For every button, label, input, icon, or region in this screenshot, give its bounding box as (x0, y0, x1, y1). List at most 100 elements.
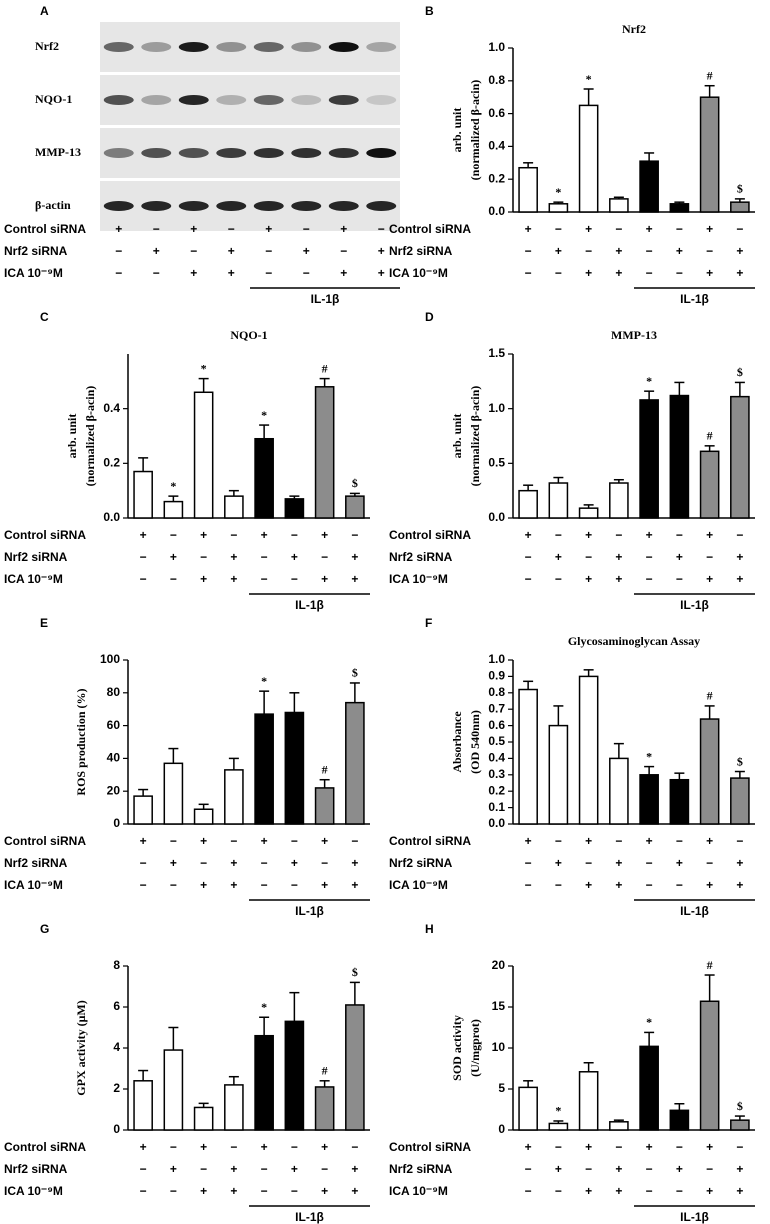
condition-label: Nrf2 siRNA (4, 856, 68, 870)
significance-marker: # (322, 361, 328, 375)
significance-marker: # (707, 958, 713, 972)
group-label: IL-1β (680, 904, 709, 918)
y-tick-label: 0.2 (103, 456, 120, 470)
y-tick-label: 0.7 (488, 701, 505, 715)
condition-sign: − (555, 834, 562, 848)
blot-band (216, 148, 247, 158)
condition-sign: − (646, 244, 653, 258)
significance-marker: $ (737, 754, 743, 768)
bar (254, 713, 274, 825)
condition-sign: − (340, 244, 347, 258)
panel-letter: H (425, 922, 434, 936)
y-tick-label: 0.9 (488, 669, 505, 683)
significance-marker: # (707, 68, 713, 82)
condition-sign: − (321, 1162, 328, 1176)
bar (639, 399, 659, 519)
significance-marker: * (261, 408, 267, 422)
condition-sign: − (555, 266, 562, 280)
blot-band (216, 95, 247, 105)
condition-sign: − (615, 222, 622, 236)
bar (518, 1086, 538, 1131)
condition-sign: + (351, 1184, 358, 1198)
condition-sign: + (706, 1140, 713, 1154)
condition-label: ICA 10⁻⁹M (4, 1184, 63, 1198)
condition-sign: + (736, 266, 743, 280)
bar (730, 395, 750, 519)
condition-sign: − (676, 528, 683, 542)
condition-sign: + (615, 572, 622, 586)
blot-band (291, 148, 322, 158)
y-tick-label: 0.4 (488, 751, 505, 765)
condition-sign: + (585, 1140, 592, 1154)
condition-sign: − (646, 1184, 653, 1198)
condition-sign: + (291, 856, 298, 870)
condition-sign: + (261, 528, 268, 542)
bar (639, 774, 659, 825)
panel-letter: C (40, 310, 49, 324)
blot-band (103, 95, 134, 105)
condition-sign: − (525, 550, 532, 564)
condition-sign: + (615, 244, 622, 258)
significance-marker: * (261, 674, 267, 688)
bar (730, 201, 750, 213)
condition-sign: + (291, 550, 298, 564)
condition-sign: − (615, 834, 622, 848)
y-tick-label: 1.0 (488, 40, 505, 54)
condition-sign: + (706, 1184, 713, 1198)
condition-sign: − (170, 834, 177, 848)
condition-sign: + (230, 1162, 237, 1176)
condition-sign: − (706, 550, 713, 564)
group-label: IL-1β (680, 292, 709, 306)
condition-sign: + (676, 856, 683, 870)
condition-sign: + (525, 1140, 532, 1154)
condition-sign: − (170, 1140, 177, 1154)
condition-sign: + (261, 834, 268, 848)
bar (193, 1106, 214, 1131)
significance-marker: * (261, 1000, 267, 1014)
condition-sign: − (140, 572, 147, 586)
condition-sign: + (676, 550, 683, 564)
significance-marker: * (555, 1104, 561, 1118)
panel-letter: E (40, 616, 48, 630)
panel-letter: F (425, 616, 432, 630)
condition-sign: + (555, 550, 562, 564)
bar (578, 507, 599, 519)
blot-row-label: NQO-1 (35, 92, 72, 106)
condition-sign: − (555, 528, 562, 542)
significance-marker: # (707, 689, 713, 703)
condition-sign: + (230, 1184, 237, 1198)
condition-label: ICA 10⁻⁹M (389, 572, 448, 586)
group-label: IL-1β (680, 598, 709, 612)
y-tick-label: 0.1 (488, 800, 505, 814)
group-label: IL-1β (295, 1210, 324, 1224)
significance-marker: * (586, 72, 592, 86)
blot-band (216, 201, 247, 211)
condition-sign: + (170, 550, 177, 564)
bar (254, 1034, 274, 1131)
condition-sign: − (265, 266, 272, 280)
blot-band (291, 201, 322, 211)
bar (639, 160, 659, 213)
condition-sign: − (555, 1140, 562, 1154)
condition-label: Nrf2 siRNA (4, 244, 68, 258)
group-label: IL-1β (295, 904, 324, 918)
bar (284, 498, 305, 519)
bar (699, 1000, 720, 1131)
condition-sign: − (321, 856, 328, 870)
condition-sign: + (140, 528, 147, 542)
condition-sign: − (265, 244, 272, 258)
panel-letter: G (40, 922, 49, 936)
condition-sign: + (200, 528, 207, 542)
condition-sign: − (140, 878, 147, 892)
condition-sign: + (115, 222, 122, 236)
condition-label: Nrf2 siRNA (4, 1162, 68, 1176)
condition-sign: + (706, 528, 713, 542)
blot-band (103, 201, 134, 211)
condition-sign: − (676, 572, 683, 586)
y-tick-label: 0.6 (488, 718, 505, 732)
y-tick-label: 0.5 (488, 734, 505, 748)
significance-marker: # (707, 429, 713, 443)
significance-marker: $ (737, 365, 743, 379)
condition-sign: − (555, 572, 562, 586)
condition-sign: − (291, 834, 298, 848)
